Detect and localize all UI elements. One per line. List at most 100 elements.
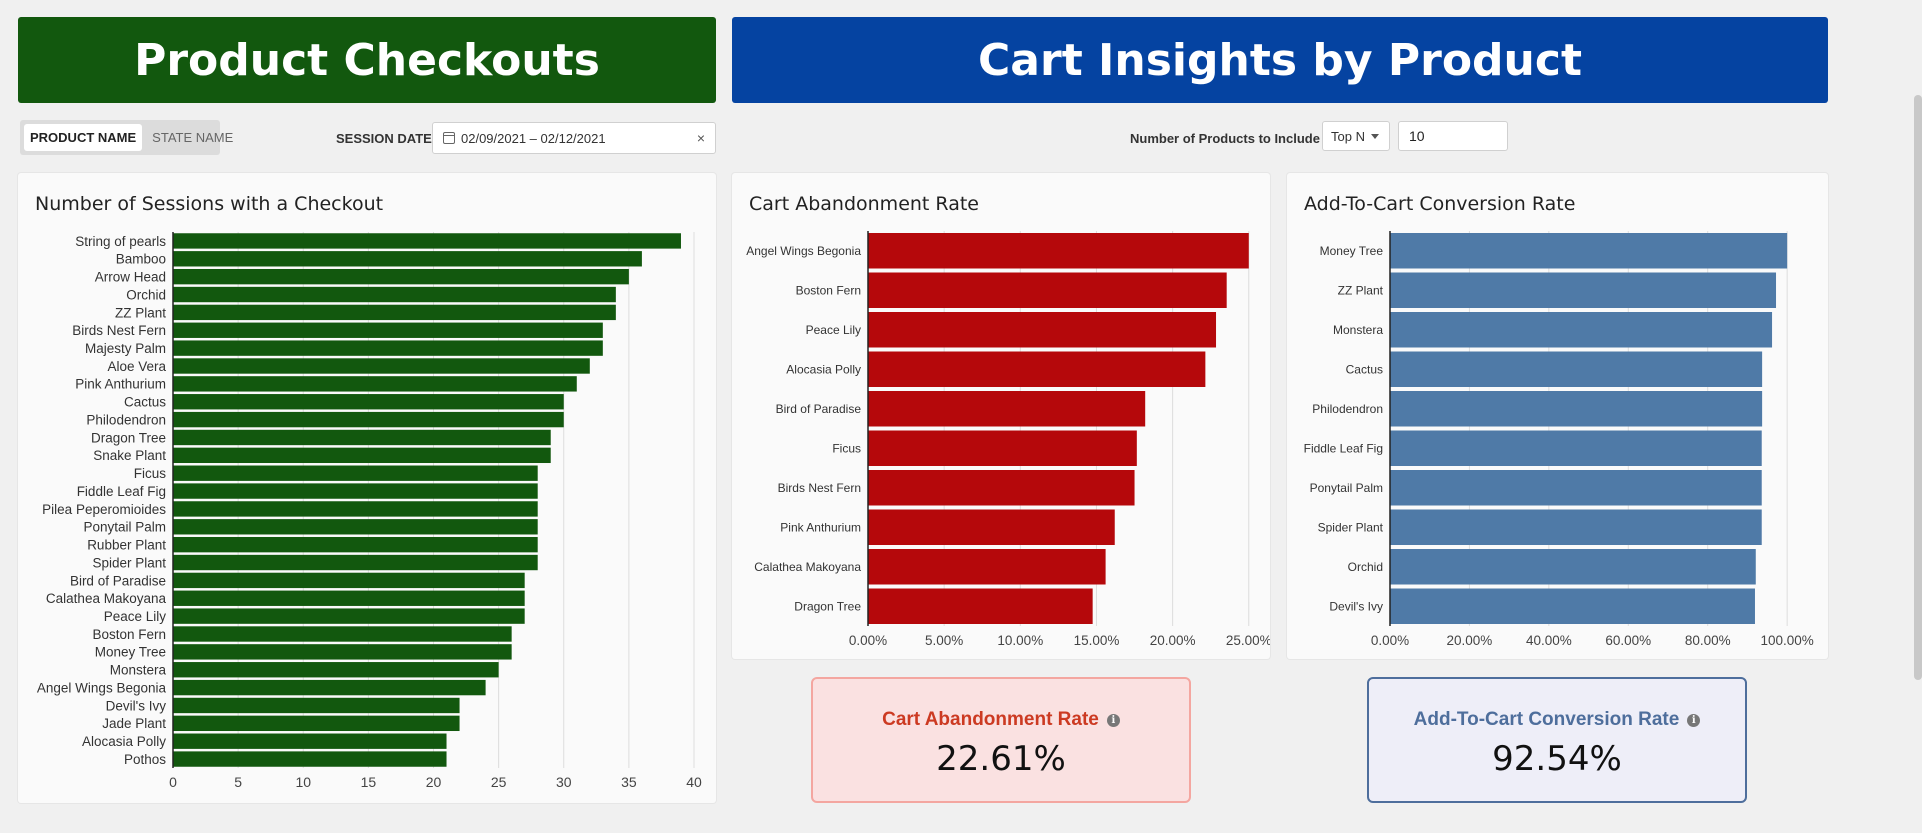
category-label: Cactus bbox=[1346, 363, 1383, 377]
toggle-state-name[interactable]: STATE NAME bbox=[152, 130, 234, 145]
bar bbox=[1390, 509, 1762, 545]
bar bbox=[1390, 391, 1763, 427]
x-tick-label: 60.00% bbox=[1605, 633, 1651, 648]
abandon-chart: 0.00% 5.00% 10.00% 15.00% 20.00% 25.00% Angel … bbox=[746, 231, 1270, 648]
convert-kpi-card: Add-To-Cart Conversion Rate i 92.54% bbox=[1367, 677, 1747, 803]
x-tick-label: 20.00% bbox=[1150, 633, 1196, 648]
bar bbox=[173, 644, 512, 660]
info-icon[interactable]: i bbox=[1106, 713, 1120, 727]
bar bbox=[173, 572, 525, 589]
toggle-product-name[interactable]: PRODUCT NAME bbox=[24, 124, 143, 151]
bar bbox=[173, 751, 447, 767]
session-date-value: 02/09/2021 – 02/12/2021 bbox=[461, 130, 606, 146]
page-scrollbar[interactable] bbox=[1914, 95, 1922, 680]
bar bbox=[173, 429, 551, 446]
category-label: Pink Anthurium bbox=[75, 377, 166, 392]
sessions-chart-title: Number of Sessions with a Checkout bbox=[35, 193, 384, 215]
bar bbox=[1390, 272, 1777, 308]
category-label: Cactus bbox=[124, 395, 166, 410]
x-tick-label: 35 bbox=[621, 774, 637, 790]
category-label: Devil's Ivy bbox=[1329, 600, 1383, 614]
category-label: Calathea Makoyana bbox=[754, 560, 861, 574]
bar bbox=[173, 447, 551, 464]
abandon-kpi-card: Cart Abandonment Rate i 22.61% bbox=[811, 677, 1191, 803]
category-label: Monstera bbox=[1333, 323, 1383, 337]
bar bbox=[173, 286, 616, 303]
bar bbox=[173, 411, 564, 428]
bar bbox=[868, 549, 1106, 585]
category-label: Alocasia Polly bbox=[82, 734, 166, 749]
convert-kpi-value: 92.54% bbox=[1492, 739, 1622, 779]
bar bbox=[868, 312, 1217, 348]
bar bbox=[173, 608, 525, 624]
category-label: Ficus bbox=[134, 466, 167, 481]
bar bbox=[868, 470, 1135, 506]
category-label: Peace Lily bbox=[806, 323, 861, 337]
category-label: Bamboo bbox=[116, 252, 166, 267]
x-tick-label: 15.00% bbox=[1074, 633, 1120, 648]
bar bbox=[173, 251, 642, 267]
category-label: Pink Anthurium bbox=[780, 521, 861, 535]
category-label: Jade Plant bbox=[102, 716, 166, 731]
bar bbox=[868, 588, 1093, 624]
category-label: Devil's Ivy bbox=[106, 698, 167, 713]
category-label: Spider Plant bbox=[92, 555, 166, 570]
clear-date-icon[interactable]: × bbox=[696, 130, 705, 146]
category-label: Aloe Vera bbox=[107, 359, 166, 374]
bar bbox=[868, 391, 1146, 427]
x-tick-label: 40 bbox=[686, 774, 702, 790]
abandon-kpi-label-row: Cart Abandonment Rate i bbox=[813, 709, 1189, 731]
info-icon[interactable]: i bbox=[1687, 713, 1701, 727]
convert-kpi-label: Add-To-Cart Conversion Rate bbox=[1413, 709, 1680, 730]
bar bbox=[173, 358, 590, 374]
x-tick-label: 20 bbox=[426, 774, 442, 790]
category-label: Peace Lily bbox=[104, 609, 167, 624]
convert-kpi-label-row: Add-To-Cart Conversion Rate i bbox=[1369, 709, 1745, 731]
bar bbox=[173, 626, 512, 642]
category-label: Birds Nest Fern bbox=[778, 481, 861, 495]
bar bbox=[173, 376, 577, 392]
session-date-picker[interactable]: 02/09/2021 – 02/12/2021 × bbox=[432, 122, 716, 154]
category-label: Dragon Tree bbox=[91, 430, 166, 445]
bar bbox=[1390, 312, 1773, 348]
product-count-input[interactable] bbox=[1398, 121, 1508, 151]
x-tick-label: 20.00% bbox=[1447, 633, 1493, 648]
category-label: Fiddle Leaf Fig bbox=[1304, 442, 1383, 456]
category-label: Angel Wings Begonia bbox=[746, 244, 861, 258]
x-tick-label: 10 bbox=[295, 774, 311, 790]
category-label: Boston Fern bbox=[92, 627, 166, 642]
bar bbox=[173, 715, 460, 732]
abandon-chart-card: Cart Abandonment Rate 0.00% 5.00% 10.00% 15… bbox=[732, 173, 1270, 659]
bar bbox=[173, 322, 603, 338]
category-label: Bird of Paradise bbox=[776, 402, 862, 416]
category-label: Dragon Tree bbox=[794, 600, 861, 614]
topn-select[interactable]: Top N bbox=[1322, 121, 1390, 151]
topn-select-value: Top N bbox=[1331, 128, 1365, 144]
bar bbox=[173, 519, 538, 535]
convert-chart-title: Add-To-Cart Conversion Rate bbox=[1304, 193, 1576, 215]
x-tick-label: 0.00% bbox=[849, 633, 887, 648]
category-label: Money Tree bbox=[95, 645, 166, 660]
abandon-kpi-value: 22.61% bbox=[936, 739, 1066, 779]
category-label: ZZ Plant bbox=[1338, 284, 1384, 298]
category-label: Fiddle Leaf Fig bbox=[77, 484, 166, 499]
x-tick-label: 5 bbox=[234, 774, 242, 790]
x-tick-label: 0 bbox=[169, 774, 177, 790]
products-count-label: Number of Products to Include bbox=[1130, 131, 1320, 146]
category-label: Orchid bbox=[1348, 560, 1383, 574]
category-label: Spider Plant bbox=[1318, 521, 1384, 535]
bar bbox=[868, 272, 1227, 308]
bar bbox=[1390, 233, 1788, 269]
category-label: Snake Plant bbox=[93, 448, 166, 463]
category-label: Rubber Plant bbox=[87, 538, 166, 553]
bar bbox=[868, 351, 1206, 387]
bar bbox=[173, 590, 525, 606]
x-tick-label: 25 bbox=[491, 774, 507, 790]
category-label: Philodendron bbox=[1312, 402, 1383, 416]
group-by-toggle: PRODUCT NAME STATE NAME bbox=[20, 120, 233, 155]
bar bbox=[868, 509, 1115, 545]
category-label: Birds Nest Fern bbox=[72, 323, 166, 338]
category-label: Monstera bbox=[110, 663, 167, 678]
bar bbox=[173, 679, 486, 696]
bar bbox=[173, 233, 681, 249]
